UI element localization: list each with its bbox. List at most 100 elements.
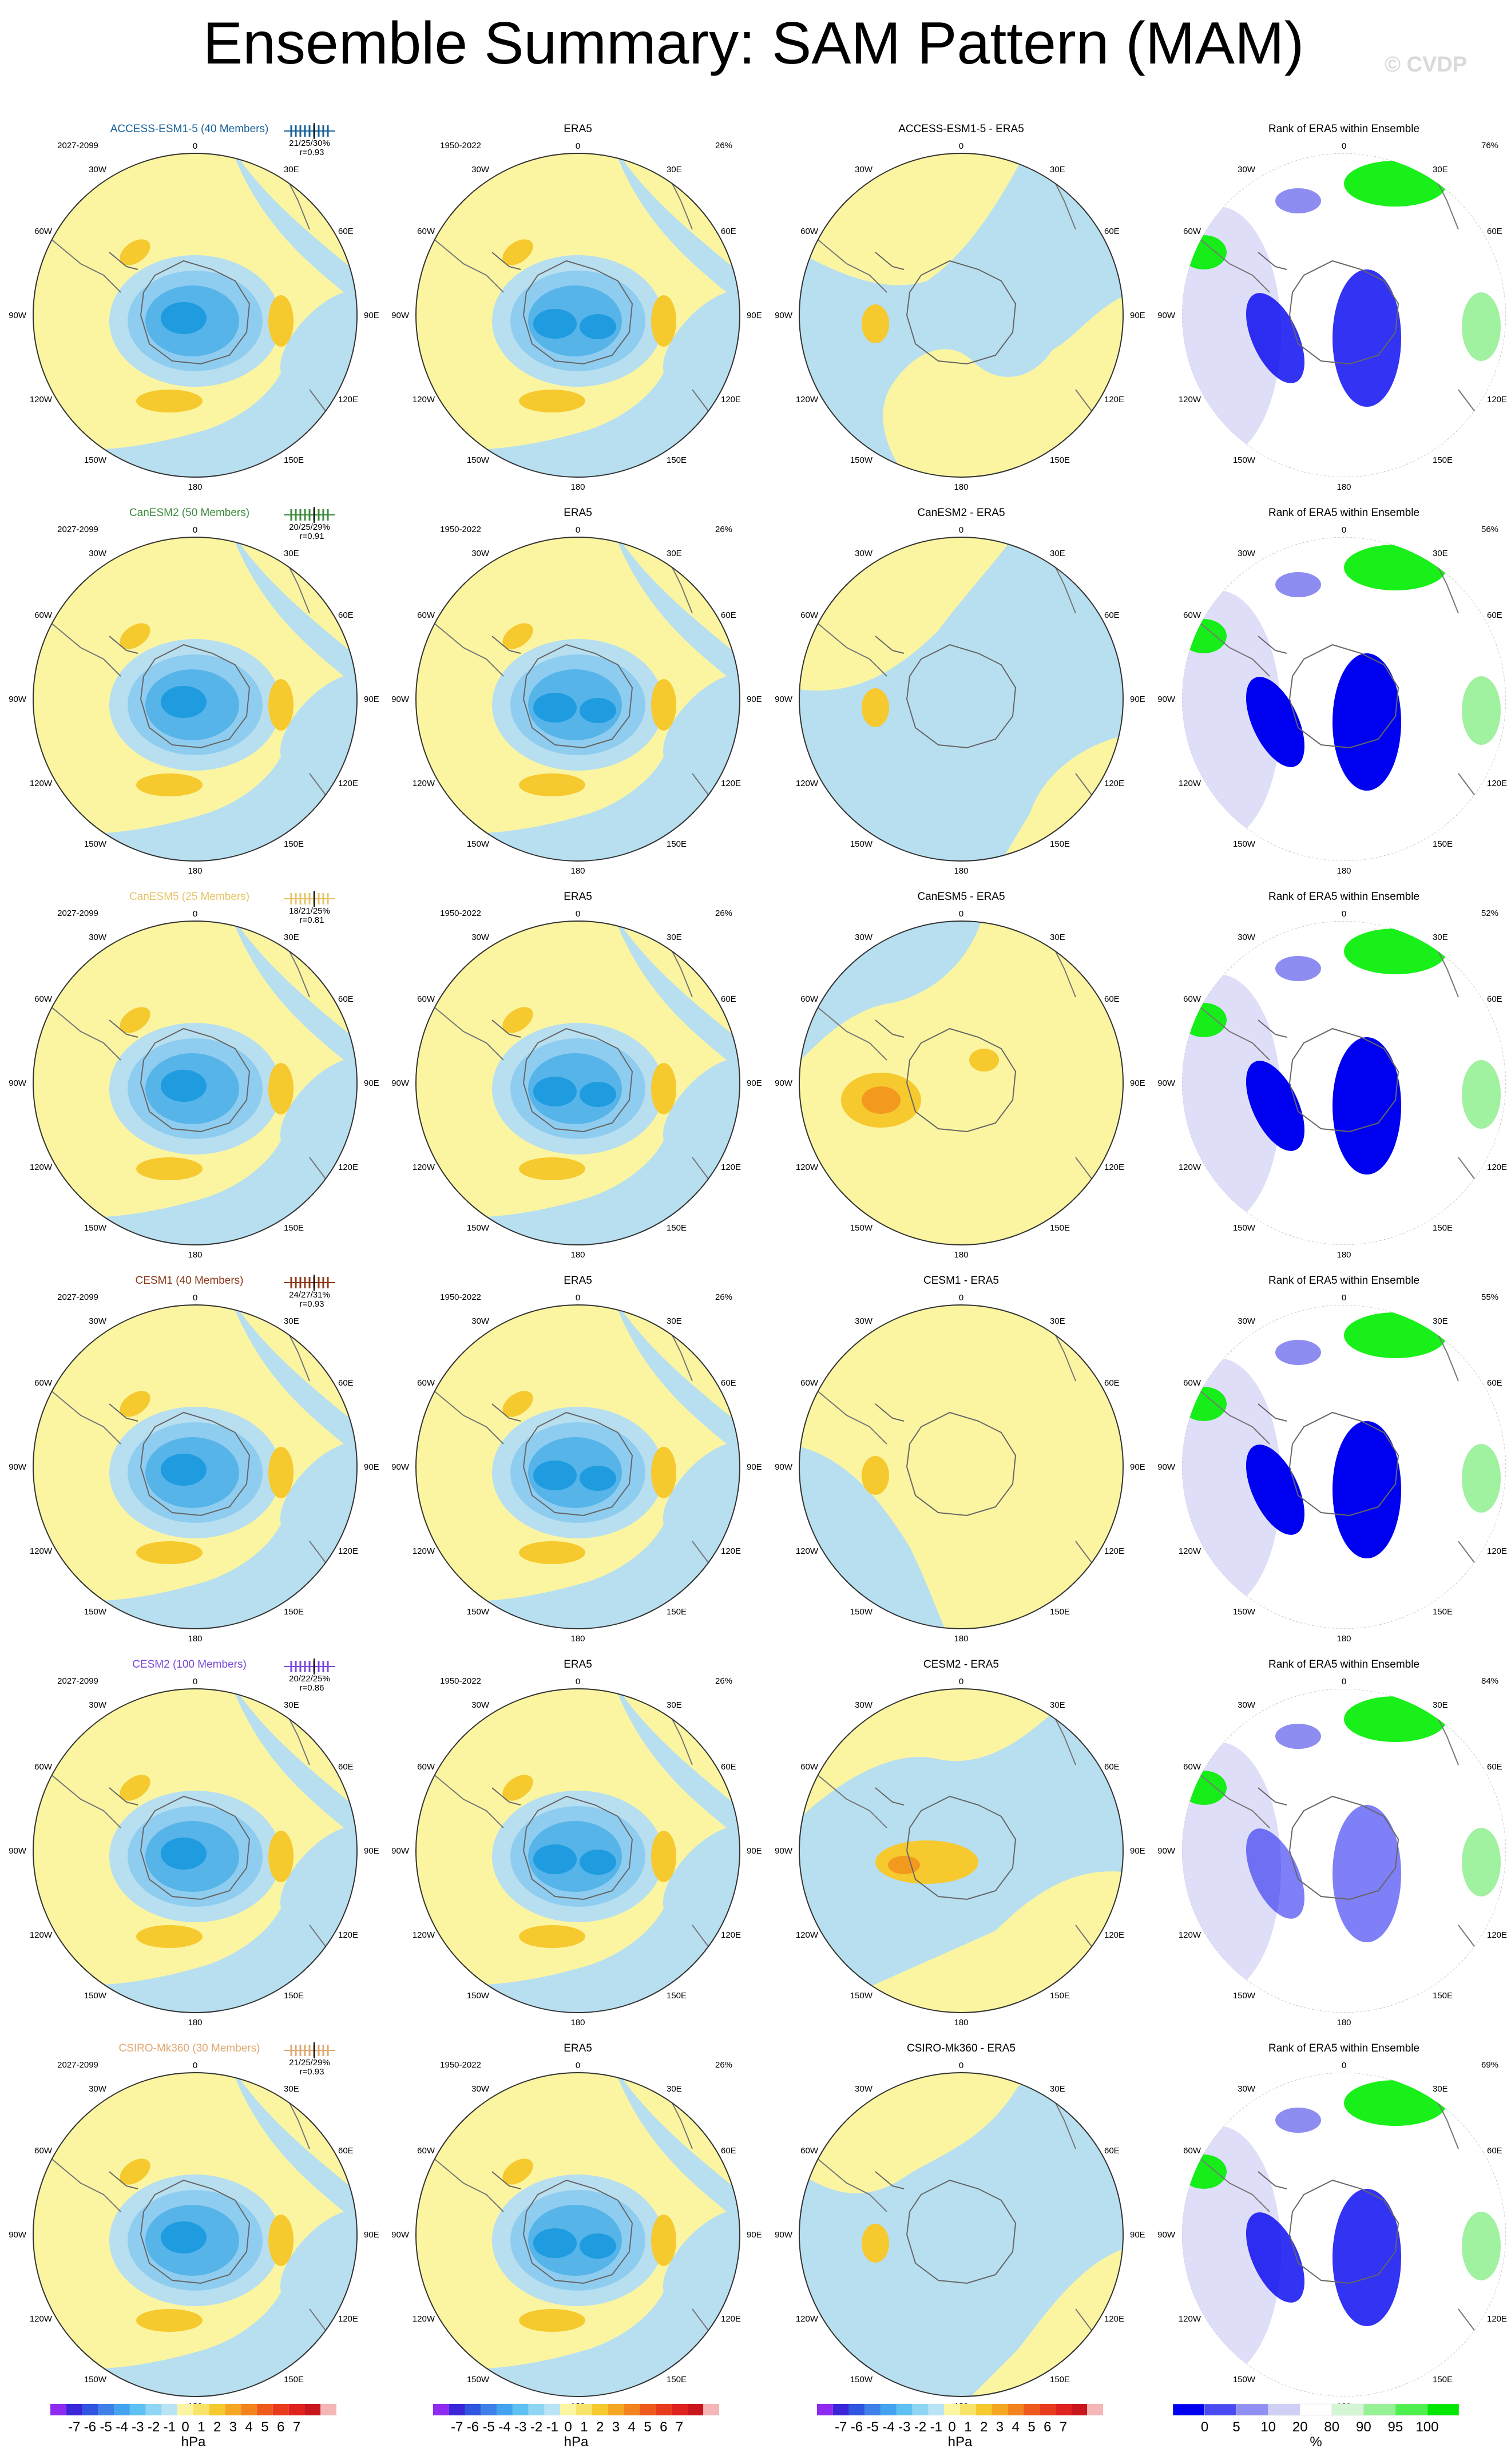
lon-label-150e: 150E [667, 2375, 687, 2384]
diff-title: CESM2 - ERA5 [923, 1658, 999, 1671]
lon-label-90w: 90W [775, 2230, 793, 2240]
sam-field [416, 1689, 740, 2013]
lon-label-30w: 30W [1238, 165, 1256, 174]
coastline-antarctica [1288, 260, 1399, 365]
coastline-south-america [46, 1770, 121, 1828]
colorbar-tick-label: 6 [660, 2419, 667, 2435]
colorbar-swatch [687, 2404, 704, 2415]
lon-label-30e: 30E [284, 1700, 299, 1710]
lon-label-60e: 60E [338, 1762, 354, 1772]
lon-label-150e: 150E [284, 1991, 304, 2001]
rank-green-north [1344, 2080, 1447, 2126]
obs-panel: ERA5 1950-2022 26% 0 180 90W 90E 30W 60W 120W 150W… [391, 507, 762, 876]
lon-label-90w: 90W [775, 695, 793, 704]
sam-field [33, 921, 357, 1245]
coastline-peninsula [875, 1019, 905, 1038]
lon-label-90e: 90E [747, 695, 762, 704]
colorbar-swatch [1268, 2403, 1300, 2416]
colorbar-swatch [161, 2404, 178, 2415]
coastline-antarctica [906, 1795, 1017, 1900]
lon-label-90w: 90W [391, 1078, 410, 1088]
lon-label-90e: 90E [747, 1846, 762, 1856]
lon-label-180: 180 [1337, 866, 1351, 876]
lon-label-60e: 60E [1487, 1762, 1502, 1772]
lon-label-30e: 30E [1433, 1316, 1448, 1326]
lon-label-30e: 30E [667, 1316, 682, 1326]
coastline-south-america [812, 235, 887, 293]
lon-label-60w: 60W [417, 610, 435, 620]
coastline-antarctica [140, 2179, 251, 2284]
coastline-peninsula [109, 2171, 138, 2189]
lon-label-150w: 150W [1233, 1991, 1256, 2001]
lon-label-30w: 30W [89, 1316, 107, 1326]
lon-label-120e: 120E [1104, 1546, 1124, 1556]
coastline-antarctica [906, 260, 1017, 365]
model-period: 2027-2099 [57, 525, 98, 534]
field-polar-low-core [161, 686, 207, 718]
lon-label-180: 180 [188, 866, 202, 876]
obs-period: 1950-2022 [440, 1676, 481, 1686]
colorbar-tick-label: 10 [1260, 2419, 1276, 2435]
map-border [33, 537, 358, 862]
field-blue-band [416, 537, 740, 861]
colorbar-tick-label: -4 [116, 2419, 128, 2435]
rank-blue-west [1246, 2212, 1305, 2303]
lon-label-30e: 30E [1050, 1316, 1065, 1326]
coastline-antarctica [522, 644, 633, 749]
lon-label-60e: 60E [721, 610, 736, 620]
lon-label-120w: 120W [30, 395, 53, 404]
lon-label-60e: 60E [721, 227, 736, 236]
colorbar-tick-label: -7 [835, 2419, 847, 2435]
field-blue-band [33, 1305, 357, 1629]
coastline-peninsula [109, 1019, 138, 1038]
colorbar-swatch [960, 2404, 976, 2415]
rank-colorbar: 0 5 10 20 80 90 95 100% [1172, 2403, 1460, 2450]
diff-panel: ACCESS-ESM1-5 - ERA5 0 180 90W 90E 30W 60W 120W… [775, 123, 1145, 492]
lon-label-90w: 90W [391, 2230, 410, 2240]
coastline-south-america [46, 1386, 121, 1445]
lon-label-30e: 30E [667, 933, 682, 942]
colorbar-swatch [928, 2404, 945, 2415]
field-polar-low-core-e [580, 698, 616, 723]
colorbar-swatch [225, 2404, 241, 2415]
colorbar-tick-label: 2 [980, 2419, 988, 2435]
obs-title: ERA5 [564, 507, 592, 519]
coastline-south-america [812, 1386, 887, 1445]
model-stats: 20/25/29% [289, 522, 330, 532]
colorbar-swatch [881, 2404, 897, 2415]
field-polar-low-core-w [533, 693, 577, 723]
field-high-atlantic [502, 1391, 533, 1417]
coastline-peninsula [1258, 1403, 1287, 1422]
colorbar-swatch [896, 2404, 913, 2415]
colorbar-tick-label: -5 [100, 2419, 112, 2435]
lon-label-180: 180 [570, 1634, 585, 1644]
rank-title: Rank of ERA5 within Ensemble [1268, 891, 1419, 903]
lon-label-150e: 150E [667, 1607, 687, 1617]
rank-green-east [1462, 1828, 1501, 1896]
obs-pct: 26% [715, 525, 732, 534]
lon-label-150e: 150E [667, 455, 687, 465]
lon-label-30w: 30W [855, 1700, 873, 1710]
lon-label-60w: 60W [1183, 227, 1201, 236]
lon-label-180: 180 [570, 482, 585, 492]
lon-label-60e: 60E [1487, 994, 1502, 1004]
coastline-south-america [429, 1002, 504, 1061]
lon-label-180: 180 [188, 1250, 202, 1260]
lon-label-120w: 120W [413, 1546, 435, 1556]
field-high-indian [268, 295, 294, 347]
field-high-indian [651, 1063, 676, 1114]
obs-title: ERA5 [564, 123, 592, 135]
lon-label-60w: 60W [417, 1762, 435, 1772]
colorbar-tick-label: 0 [181, 2419, 189, 2435]
rank-title: Rank of ERA5 within Ensemble [1268, 1275, 1419, 1287]
colorbar-swatch [304, 2404, 321, 2415]
coastline-south-america [1195, 1770, 1270, 1828]
model-period: 2027-2099 [57, 141, 98, 150]
lon-label-150w: 150W [84, 2375, 107, 2384]
lon-label-0: 0 [1342, 1677, 1346, 1687]
rank-pct: 76% [1481, 141, 1498, 150]
lon-label-120w: 120W [413, 1162, 435, 1172]
field-polar-low-core [161, 2221, 207, 2253]
field-high-pacific [519, 390, 585, 412]
diff-panel: CESM2 - ERA5 0 180 90W 90E 30W 60W 120W 150W 30E 6… [775, 1658, 1145, 2027]
